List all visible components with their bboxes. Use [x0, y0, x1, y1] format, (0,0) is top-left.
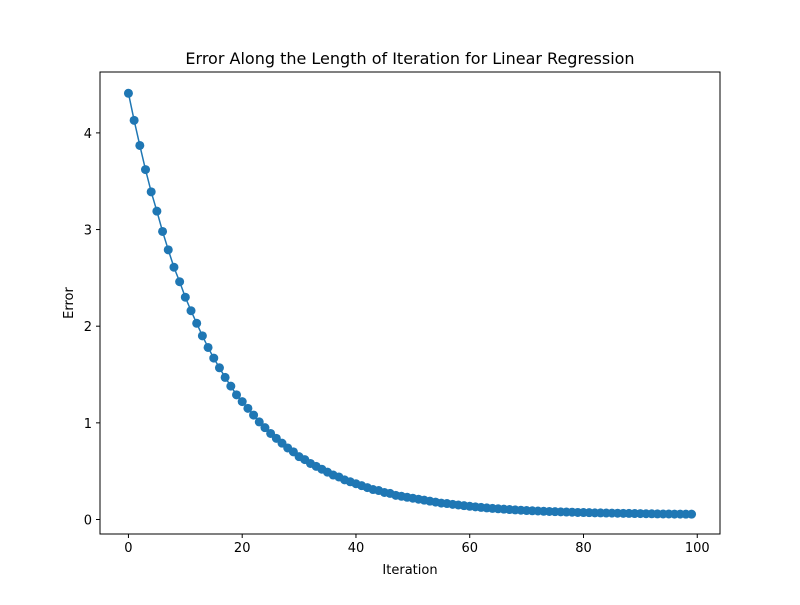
- x-tick-label: 20: [234, 541, 251, 556]
- data-point: [146, 187, 156, 197]
- data-point: [197, 331, 207, 341]
- data-point: [214, 363, 224, 373]
- x-tick-label: 60: [461, 541, 478, 556]
- data-point: [135, 140, 145, 150]
- data-point: [243, 403, 253, 413]
- y-tick-label: 1: [84, 417, 92, 432]
- data-point: [180, 292, 190, 302]
- y-tick-label: 0: [84, 514, 92, 529]
- x-tick-label: 80: [575, 541, 592, 556]
- x-tick-label: 40: [348, 541, 365, 556]
- data-point: [158, 226, 168, 236]
- y-tick-label: 2: [84, 320, 92, 335]
- plot-area-background: [100, 72, 720, 534]
- y-tick-label: 3: [84, 224, 92, 239]
- data-point: [141, 165, 151, 175]
- data-point: [237, 397, 247, 407]
- data-point: [249, 410, 259, 420]
- data-point: [203, 342, 213, 352]
- data-point: [226, 381, 236, 391]
- plot-frame: [99, 71, 721, 535]
- data-point: [260, 423, 270, 433]
- data-point: [254, 417, 264, 427]
- data-point: [123, 88, 133, 98]
- data-point: [220, 372, 230, 382]
- data-point: [169, 262, 179, 272]
- chart-title: Error Along the Length of Iteration for …: [185, 49, 634, 68]
- series-layer: [123, 88, 697, 519]
- data-point: [186, 306, 196, 316]
- data-point: [232, 390, 242, 400]
- data-point: [175, 277, 185, 287]
- x-tick-label: 100: [685, 541, 710, 556]
- x-tick-label: 0: [124, 541, 132, 556]
- data-point: [129, 115, 139, 125]
- ticks-layer: 0 20 40 60 80 100 0 1 2 3 4: [84, 127, 710, 556]
- data-point: [687, 509, 697, 519]
- y-tick-label: 4: [84, 127, 92, 142]
- x-axis-label: Iteration: [382, 563, 437, 578]
- data-point: [209, 353, 219, 363]
- y-axis-label: Error: [62, 287, 77, 319]
- data-point: [163, 245, 173, 255]
- data-point: [152, 206, 162, 216]
- data-point: [192, 318, 202, 328]
